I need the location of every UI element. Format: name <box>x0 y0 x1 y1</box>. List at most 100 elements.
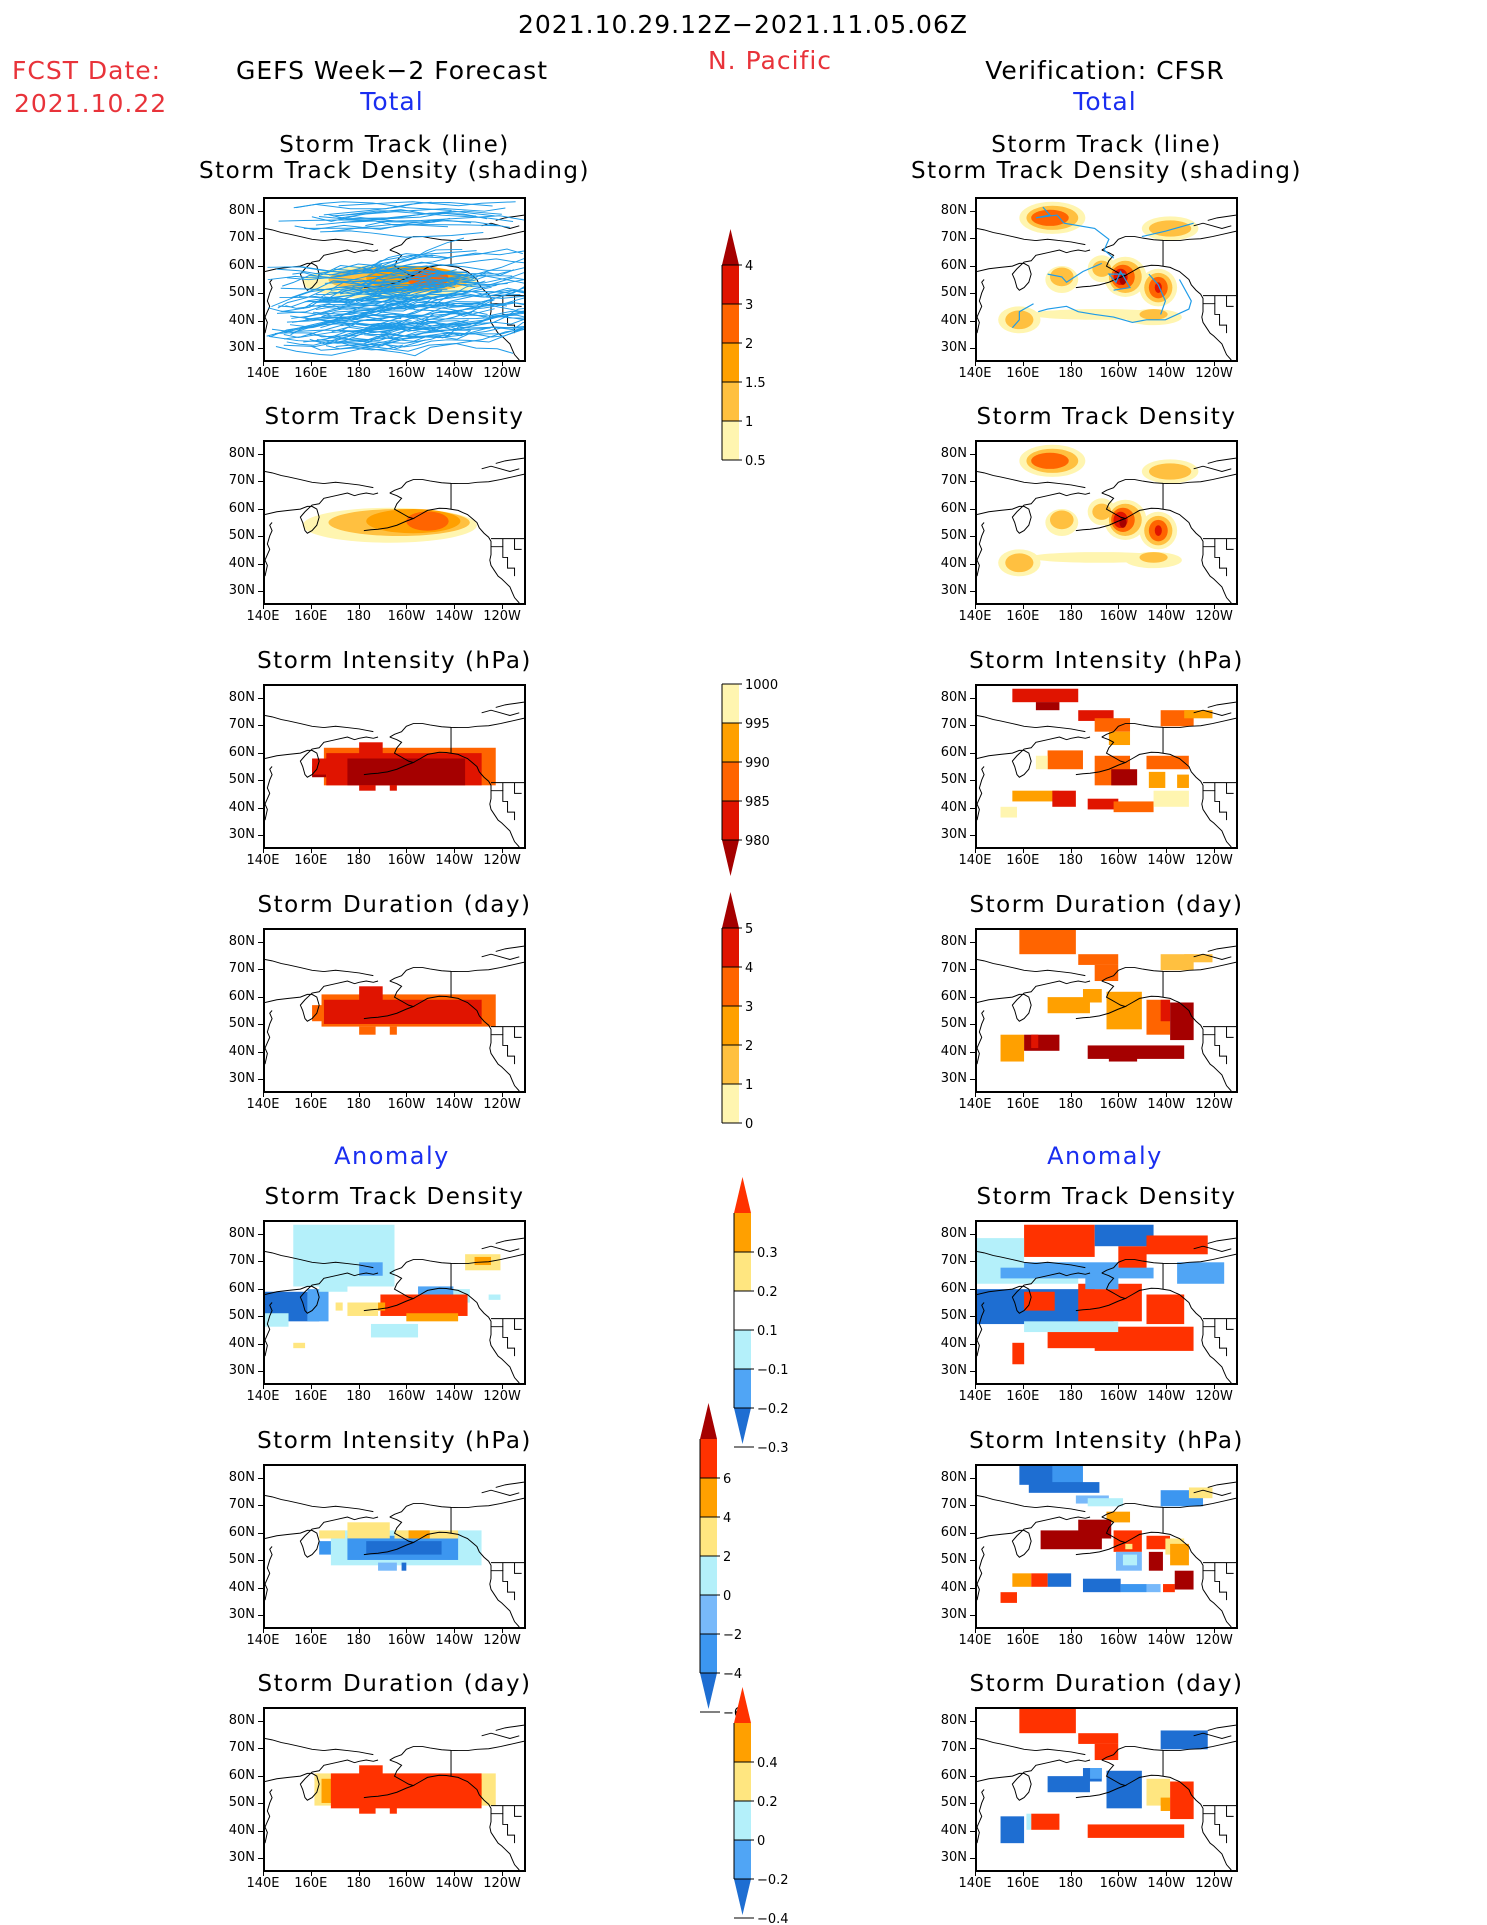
density-contour <box>1148 220 1192 237</box>
lat-tick-mark <box>970 508 975 510</box>
lat-tick-label: 60N <box>228 1767 255 1783</box>
lon-tick-mark <box>1118 605 1120 609</box>
lat-tick-label: 70N <box>228 1253 255 1269</box>
lon-tick-label: 160E <box>294 1633 328 1648</box>
coastline <box>265 803 268 821</box>
lon-tick-mark <box>310 1872 312 1876</box>
map-canvas <box>977 688 1236 847</box>
coastline <box>977 736 1091 778</box>
lon-tick-label: 140E <box>246 1633 280 1648</box>
lat-tick-mark <box>258 265 263 267</box>
map-intensity <box>975 684 1238 849</box>
shaded-cell <box>1087 798 1119 810</box>
shaded-cell <box>1078 1283 1142 1322</box>
shaded-cell <box>1148 771 1166 788</box>
panel-title: Storm Track Density <box>264 404 525 430</box>
shaded-cell <box>1113 1267 1154 1279</box>
storm-track-line <box>308 303 432 309</box>
coastline <box>265 736 379 778</box>
lon-tick-mark <box>406 1385 408 1389</box>
lat-tick-label: 30N <box>228 1850 255 1866</box>
colorbar-label: 6 <box>723 1472 731 1487</box>
lat-tick-label: 50N <box>228 285 255 301</box>
panel-subtitle: Storm Track Density (shading) <box>911 158 1302 184</box>
storm-track-line <box>276 265 452 275</box>
lon-tick-label: 180 <box>346 609 372 624</box>
storm-track-line <box>362 250 477 268</box>
lat-tick-mark <box>970 1233 975 1235</box>
coastline <box>1226 295 1234 307</box>
lon-tick-mark <box>310 1629 312 1633</box>
colorbar-extend-bottom <box>734 1408 751 1444</box>
lon-tick-mark <box>502 605 504 609</box>
map-canvas <box>977 1466 1236 1627</box>
lat-tick-mark <box>970 1371 975 1373</box>
lon-tick-label: 120W <box>483 853 521 868</box>
shaded-cell <box>1000 1592 1017 1603</box>
storm-track-line <box>1038 279 1192 324</box>
lon-tick-label: 140E <box>246 1097 280 1112</box>
shaded-cell <box>1094 718 1131 732</box>
coastline <box>495 457 524 464</box>
lat-tick-mark <box>258 536 263 538</box>
lat-tick-mark <box>258 1316 263 1318</box>
lon-tick-label: 180 <box>346 1633 372 1648</box>
lat-tick-label: 40N <box>940 312 967 328</box>
lon-tick-label: 160W <box>387 609 426 624</box>
lat-tick-mark <box>970 969 975 971</box>
valid-period: 2021.10.29.12Z−2021.11.05.06Z <box>518 10 968 39</box>
lon-tick-mark <box>454 1629 456 1633</box>
lon-tick-mark <box>1166 1093 1168 1097</box>
lon-tick-mark <box>1214 362 1216 366</box>
lat-tick-label: 70N <box>940 961 967 977</box>
coastline <box>977 316 980 334</box>
storm-track-line <box>315 212 488 226</box>
lon-tick-mark <box>1214 1629 1216 1633</box>
shaded-cell <box>1120 1584 1147 1593</box>
colorbar-segment <box>722 304 739 343</box>
colorbar-segment <box>734 1291 751 1330</box>
shaded-cell <box>1019 930 1076 955</box>
coastline <box>1203 303 1228 334</box>
coastline <box>495 1237 524 1244</box>
coastline <box>491 1034 516 1065</box>
storm-track-line <box>363 290 519 329</box>
panel-title: Storm Track Density <box>976 404 1237 430</box>
storm-track-line <box>296 201 452 212</box>
lat-tick-label: 50N <box>228 1308 255 1324</box>
lat-tick-label: 40N <box>228 1579 255 1595</box>
colorbar-segment <box>722 382 739 421</box>
map-canvas <box>265 1481 524 1627</box>
coastline <box>1101 961 1236 982</box>
lat-tick-mark <box>970 1775 975 1777</box>
coastline <box>1226 1562 1234 1574</box>
lat-tick-mark <box>258 835 263 837</box>
shaded-cell <box>330 1773 482 1809</box>
lon-tick-label: 140W <box>435 853 474 868</box>
lat-tick-mark <box>258 969 263 971</box>
lat-tick-label: 40N <box>940 799 967 815</box>
shaded-cell <box>1012 790 1060 802</box>
shaded-cell <box>323 999 482 1024</box>
lon-tick-label: 180 <box>346 1097 372 1112</box>
lon-tick-label: 140W <box>1147 1097 1186 1112</box>
coastline <box>1125 1531 1232 1627</box>
coastline <box>1193 1245 1232 1252</box>
lon-tick-mark <box>263 1093 264 1097</box>
shaded-cell <box>1160 1797 1171 1811</box>
coastline <box>265 1250 374 1269</box>
coastline <box>265 958 374 977</box>
lat-tick-mark <box>258 320 263 322</box>
coastline <box>977 1759 1091 1801</box>
shaded-cell <box>1047 1776 1090 1793</box>
coastline <box>977 249 1091 291</box>
coastline <box>1193 709 1232 716</box>
coastline <box>413 1531 520 1627</box>
storm-track-line <box>312 289 524 314</box>
storm-track-line <box>285 298 371 309</box>
map-anom_intensity <box>975 1464 1238 1629</box>
coastline <box>1207 1481 1236 1488</box>
lat-tick-label: 70N <box>228 1740 255 1756</box>
shaded-cell <box>1024 1034 1060 1051</box>
colorbar-label: −2 <box>723 1628 742 1643</box>
